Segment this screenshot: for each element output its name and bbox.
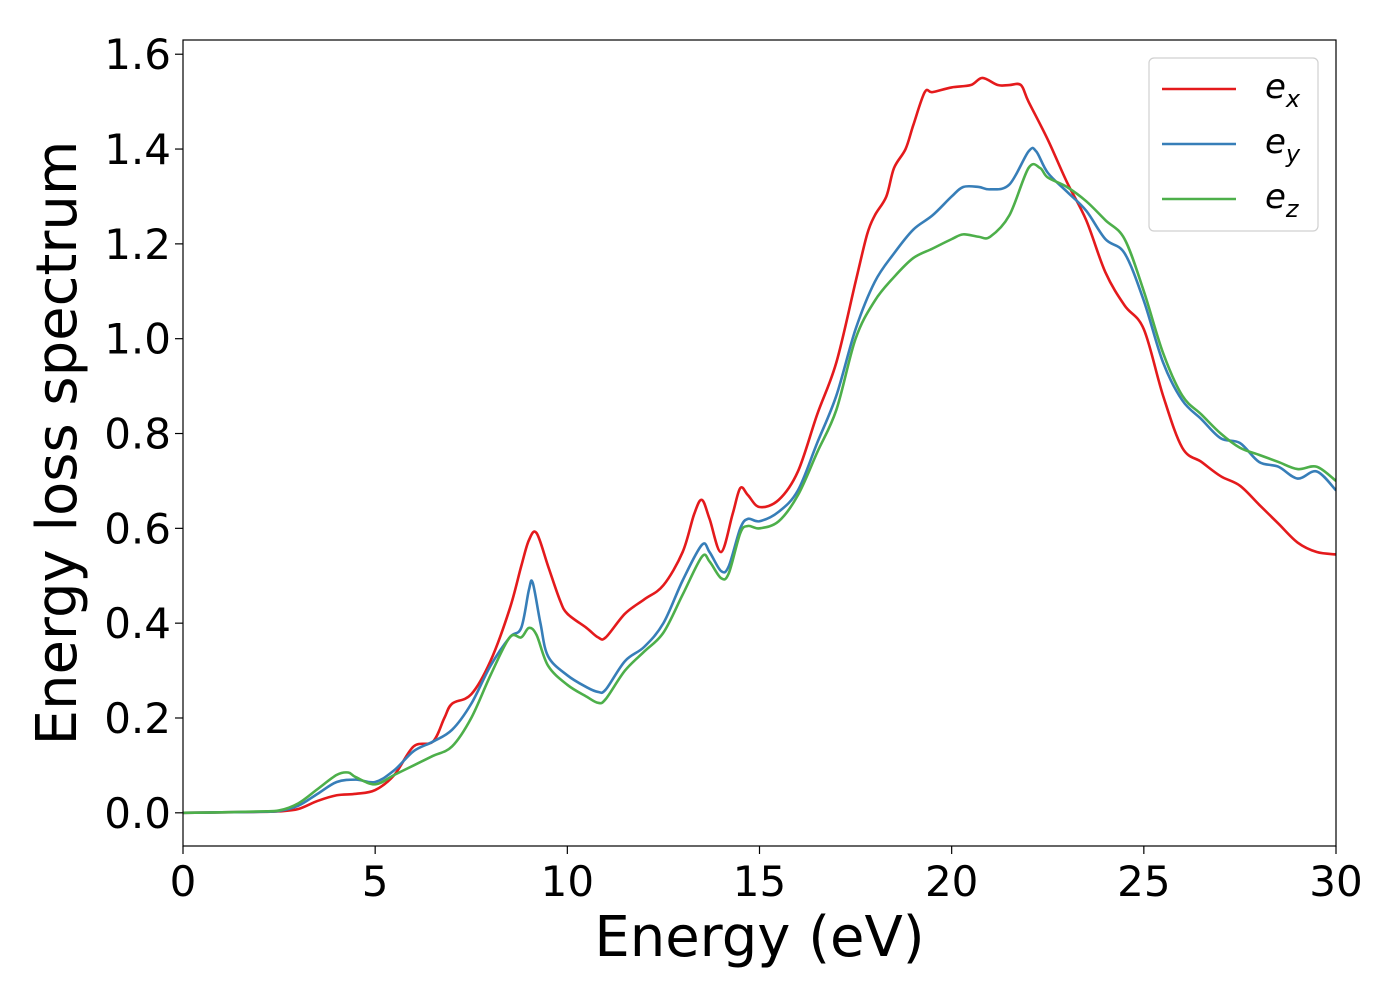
x-tick-label: 25: [1117, 857, 1170, 906]
y-tick-label: 0.8: [104, 410, 171, 459]
series-layer: [183, 76, 1336, 815]
x-tick-label: 0: [170, 857, 197, 906]
y-tick-label: 0.2: [104, 694, 171, 743]
x-tick-label: 5: [362, 857, 389, 906]
y-tick-label: 0.6: [104, 504, 171, 553]
ticks-layer: 0 5 10 15 20 25 30 0.0 0.2 0.4 0.6 0.8 1.0 1.2 1.4 1.6: [104, 30, 1363, 906]
legend-label-e-z: ez: [1265, 177, 1300, 223]
x-tick-label: 20: [925, 857, 978, 906]
y-tick-label: 1.4: [104, 125, 171, 174]
y-tick-label: 1.6: [104, 30, 171, 79]
x-tick-label: 10: [541, 857, 594, 906]
y-tick-label: 1.0: [104, 315, 171, 364]
series-line-e-x: [183, 76, 1336, 815]
x-tick-label: 15: [733, 857, 786, 906]
series-line-e-z: [183, 162, 1336, 815]
x-tick-label: 30: [1309, 857, 1362, 906]
y-tick-label: 0.4: [104, 599, 171, 648]
legend: ex ey ez: [1148, 57, 1319, 232]
legend-label-e-y: ey: [1265, 122, 1301, 168]
y-axis-label: Energy loss spectrum: [25, 141, 90, 746]
legend-label-e-x: ex: [1265, 67, 1301, 113]
y-tick-label: 1.2: [104, 220, 171, 269]
y-tick-label: 0.0: [104, 789, 171, 838]
x-axis-label: Energy (eV): [594, 905, 924, 970]
series-line-e-y: [183, 146, 1336, 815]
